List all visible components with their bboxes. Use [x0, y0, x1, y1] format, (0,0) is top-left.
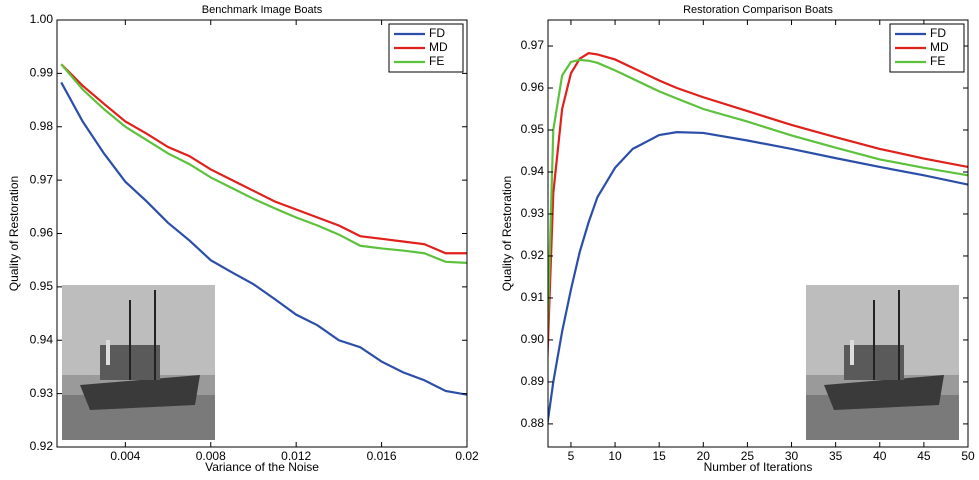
y-tick-label: 0.99	[30, 66, 54, 80]
x-tick-label: 0.016	[367, 449, 397, 463]
x-tick-label: 50	[961, 449, 975, 463]
series-line	[60, 81, 467, 396]
y-tick-label: 0.88	[521, 416, 545, 430]
y-tick-label: 0.98	[30, 119, 54, 133]
x-tick-label: 30	[785, 449, 799, 463]
y-tick-label: 0.93	[30, 386, 54, 400]
series-line	[548, 131, 968, 428]
legend-label: FD	[930, 26, 946, 40]
inset-image	[62, 285, 215, 440]
series-line	[60, 63, 467, 255]
x-axis-label: Variance of the Noise	[205, 460, 319, 474]
y-tick-label: 0.95	[30, 279, 54, 293]
plot-frame	[547, 19, 969, 448]
y-tick-label: 0.94	[521, 164, 545, 178]
series-line	[548, 52, 968, 373]
x-axis-label: Number of Iterations	[704, 460, 813, 474]
x-tick-label: 25	[741, 449, 755, 463]
x-tick-label: 40	[873, 449, 887, 463]
y-tick-label: 0.94	[30, 332, 54, 346]
x-tick-label: 0.008	[196, 449, 226, 463]
y-tick-label: 0.90	[521, 332, 545, 346]
x-tick-label: 0.012	[281, 449, 311, 463]
y-tick-label: 0.93	[521, 206, 545, 220]
y-tick-label: 0.96	[30, 226, 54, 240]
legend-label: FE	[429, 54, 444, 68]
chart-title: Benchmark Image Boats	[202, 4, 323, 16]
x-tick-label: 20	[697, 449, 711, 463]
x-tick-label: 10	[608, 449, 622, 463]
x-tick-label: 0.004	[110, 449, 140, 463]
y-axis-label: Quality of Restoration	[500, 176, 514, 291]
x-tick-label: 45	[917, 449, 931, 463]
inset-image	[806, 285, 959, 440]
x-tick-label: 5	[568, 449, 575, 463]
x-tick-label: 0.02	[455, 449, 479, 463]
y-tick-label: 0.95	[521, 122, 545, 136]
legend-label: FD	[429, 26, 445, 40]
y-tick-label: 0.89	[521, 374, 545, 388]
legend-label: FE	[930, 54, 945, 68]
y-tick-label: 0.92	[521, 248, 545, 262]
series-line	[60, 63, 467, 264]
y-tick-label: 0.97	[30, 172, 54, 186]
legend-label: MD	[930, 40, 949, 54]
series-line	[548, 58, 968, 356]
x-tick-label: 35	[829, 449, 843, 463]
y-tick-label: 0.97	[521, 38, 545, 52]
y-tick-label: 0.96	[521, 80, 545, 94]
y-tick-label: 0.91	[521, 290, 545, 304]
chart-title: Restoration Comparison Boats	[683, 4, 833, 16]
x-tick-label: 15	[652, 449, 666, 463]
y-axis-label: Quality of Restoration	[7, 176, 21, 291]
legend-label: MD	[429, 40, 448, 54]
y-tick-label: 1.00	[30, 12, 54, 26]
y-tick-label: 0.92	[30, 439, 54, 453]
